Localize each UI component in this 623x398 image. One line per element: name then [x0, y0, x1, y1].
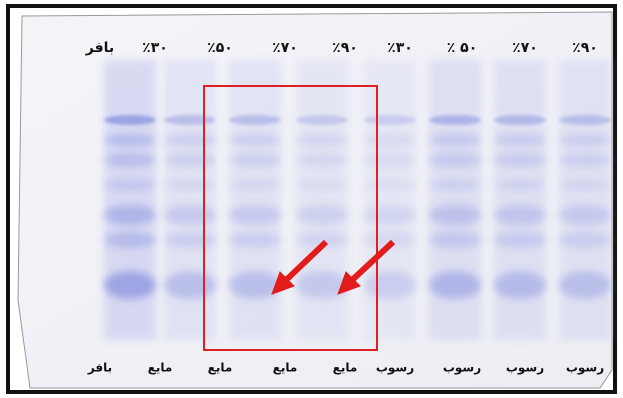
band — [429, 153, 481, 167]
lane-bottom-label: مایع — [333, 361, 358, 375]
band — [104, 180, 156, 190]
band — [364, 205, 416, 225]
band — [296, 115, 348, 125]
lane-top-label: ٪ ۵۰ — [447, 40, 478, 56]
lane-top-label: ٪۵۰ — [207, 40, 233, 56]
band — [229, 205, 281, 225]
band — [164, 271, 216, 299]
band — [494, 180, 546, 190]
band — [429, 232, 481, 248]
band — [494, 205, 546, 225]
band — [296, 153, 348, 167]
band — [164, 205, 216, 225]
band — [429, 115, 481, 125]
band — [429, 271, 481, 299]
band — [559, 205, 611, 225]
lane-top-label: ٪۹۰ — [332, 40, 358, 56]
band — [229, 153, 281, 167]
lane — [164, 60, 216, 340]
band — [164, 232, 216, 248]
lane-top-label: ٪۷۰ — [512, 40, 538, 56]
band — [296, 134, 348, 146]
band — [559, 232, 611, 248]
lane-top-label: ٪۷۰ — [272, 40, 298, 56]
lane — [364, 60, 416, 340]
band — [104, 134, 156, 146]
band — [494, 115, 546, 125]
lane-bottom-label: بافر — [87, 361, 112, 375]
lane-bottom-label: رسوب — [506, 361, 544, 376]
gel-figure: بافر ٪۳۰ ٪۵۰ ٪۷۰ ٪۹۰ ٪۳۰ ٪ ۵۰ ٪۷۰ ٪۹۰ بافر مایع مای… — [0, 0, 623, 398]
lane-top-label: ٪۳۰ — [387, 40, 413, 56]
lane-bottom-label: مایع — [273, 361, 298, 375]
band — [559, 271, 611, 299]
band — [429, 205, 481, 225]
lane-bottom-label: مایع — [148, 361, 173, 375]
band — [164, 115, 216, 125]
lane — [104, 60, 156, 340]
band — [296, 205, 348, 225]
band — [229, 271, 281, 299]
lane-top-label: بافر — [85, 40, 114, 56]
band — [429, 180, 481, 190]
band — [229, 115, 281, 125]
band — [429, 134, 481, 146]
band — [364, 115, 416, 125]
band — [364, 153, 416, 167]
lane-bottom-label: رسوب — [443, 361, 481, 376]
band — [494, 134, 546, 146]
band — [494, 232, 546, 248]
lane — [494, 60, 546, 340]
band — [229, 134, 281, 146]
band — [364, 180, 416, 190]
band — [364, 134, 416, 146]
band — [164, 134, 216, 146]
band — [559, 115, 611, 125]
band — [364, 271, 416, 299]
band — [559, 153, 611, 167]
lane — [296, 60, 348, 340]
band — [104, 153, 156, 167]
band — [559, 134, 611, 146]
band — [104, 205, 156, 225]
lane-top-label: ٪۳۰ — [142, 40, 168, 56]
band — [164, 180, 216, 190]
lane — [229, 60, 281, 340]
band — [229, 232, 281, 248]
band — [164, 153, 216, 167]
band — [296, 180, 348, 190]
band — [104, 271, 156, 299]
band — [104, 115, 156, 125]
band — [296, 271, 348, 299]
band — [104, 232, 156, 248]
band — [559, 180, 611, 190]
lane-bottom-label: رسوب — [566, 361, 604, 376]
band — [229, 180, 281, 190]
lane-bottom-label: مایع — [208, 361, 233, 375]
band — [494, 153, 546, 167]
lane-bottom-label: رسوب — [376, 361, 414, 376]
band — [494, 271, 546, 299]
lane-top-label: ٪۹۰ — [572, 40, 598, 56]
lane — [429, 60, 481, 340]
lane — [559, 60, 611, 340]
